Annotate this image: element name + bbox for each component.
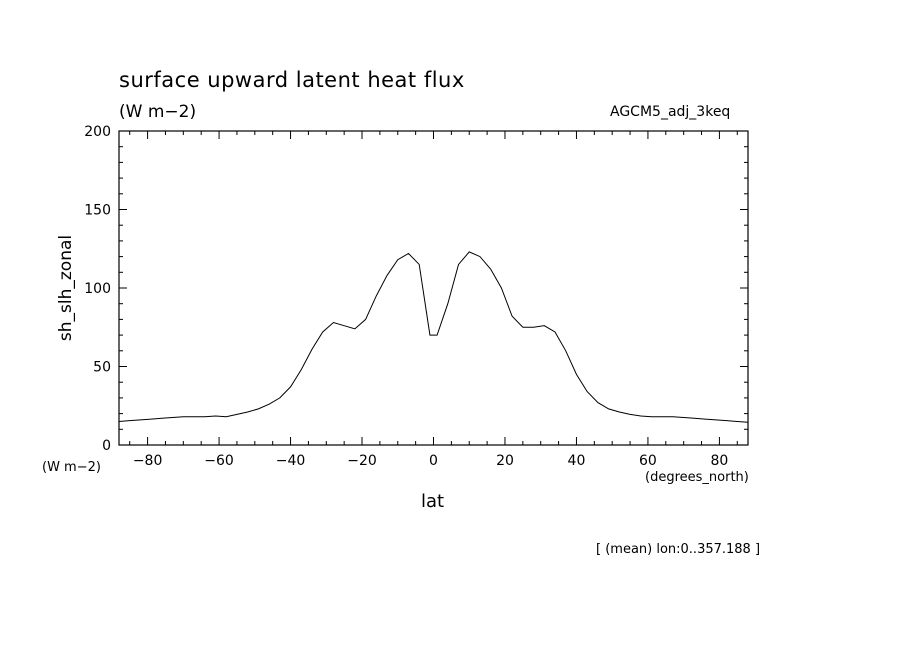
x-tick-label: 0 (429, 453, 438, 469)
x-tick-label: −20 (347, 453, 377, 469)
y-tick-label: 50 (93, 360, 111, 376)
y-tick-label: 100 (84, 281, 111, 297)
x-tick-label: −80 (133, 453, 163, 469)
title-units: (W m−2) (119, 102, 197, 122)
y-tick-label: 200 (84, 124, 111, 140)
chart-title: surface upward latent heat flux (119, 68, 465, 92)
x-tick-label: 80 (710, 453, 728, 469)
x-tick-label: 40 (568, 453, 586, 469)
run-label: AGCM5_adj_3keq (610, 104, 731, 120)
tick-labels: −80 −60 −40 −20 0 20 40 60 80 0 50 100 150 200 (84, 124, 728, 469)
footnote: [ (mean) lon:0..357.188 ] (596, 542, 761, 557)
x-axis-units: (degrees_north) (645, 470, 749, 485)
x-tick-label: 20 (496, 453, 514, 469)
x-axis-label: lat (421, 491, 445, 512)
y-tick-label: 0 (102, 438, 111, 454)
series-points (118, 251, 749, 423)
x-tick-label: −40 (276, 453, 306, 469)
series-line (118, 251, 749, 423)
y-axis-units: (W m−2) (42, 460, 101, 475)
x-tick-label: 60 (639, 453, 657, 469)
y-tick-label: 150 (84, 203, 111, 219)
axis-ticks (119, 130, 748, 446)
plot-frame (118, 130, 749, 446)
x-tick-label: −60 (204, 453, 234, 469)
